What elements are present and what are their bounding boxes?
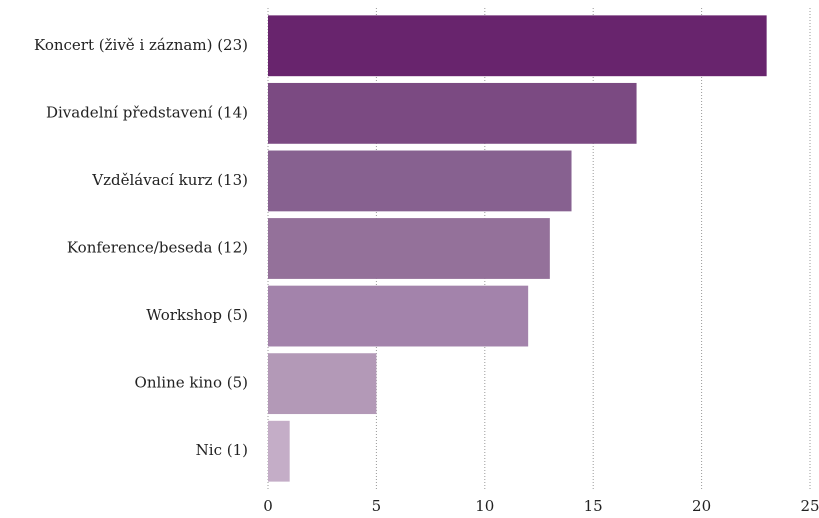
bar: [268, 150, 572, 212]
bar: [268, 218, 550, 279]
y-tick-label: Divadelní představení (14): [46, 103, 248, 121]
bar: [268, 420, 290, 482]
bar: [268, 353, 377, 415]
y-tick-label: Vzdělávací kurz (13): [91, 171, 248, 189]
y-tick-label: Konference/beseda (12): [67, 239, 248, 257]
x-tick-label: 0: [263, 497, 273, 515]
x-tick-label: 25: [800, 497, 819, 515]
x-tick-label: 20: [692, 497, 711, 515]
bar: [268, 15, 767, 77]
bar: [268, 285, 529, 347]
x-tick-label: 10: [475, 497, 494, 515]
y-tick-label: Nic (1): [196, 441, 248, 459]
y-tick-label: Koncert (živě i záznam) (23): [34, 36, 248, 54]
x-tick-label: 15: [584, 497, 603, 515]
y-tick-label: Workshop (5): [146, 306, 248, 324]
y-tick-label: Online kino (5): [135, 374, 248, 392]
x-tick-label: 5: [372, 497, 382, 515]
bar: [268, 82, 637, 144]
